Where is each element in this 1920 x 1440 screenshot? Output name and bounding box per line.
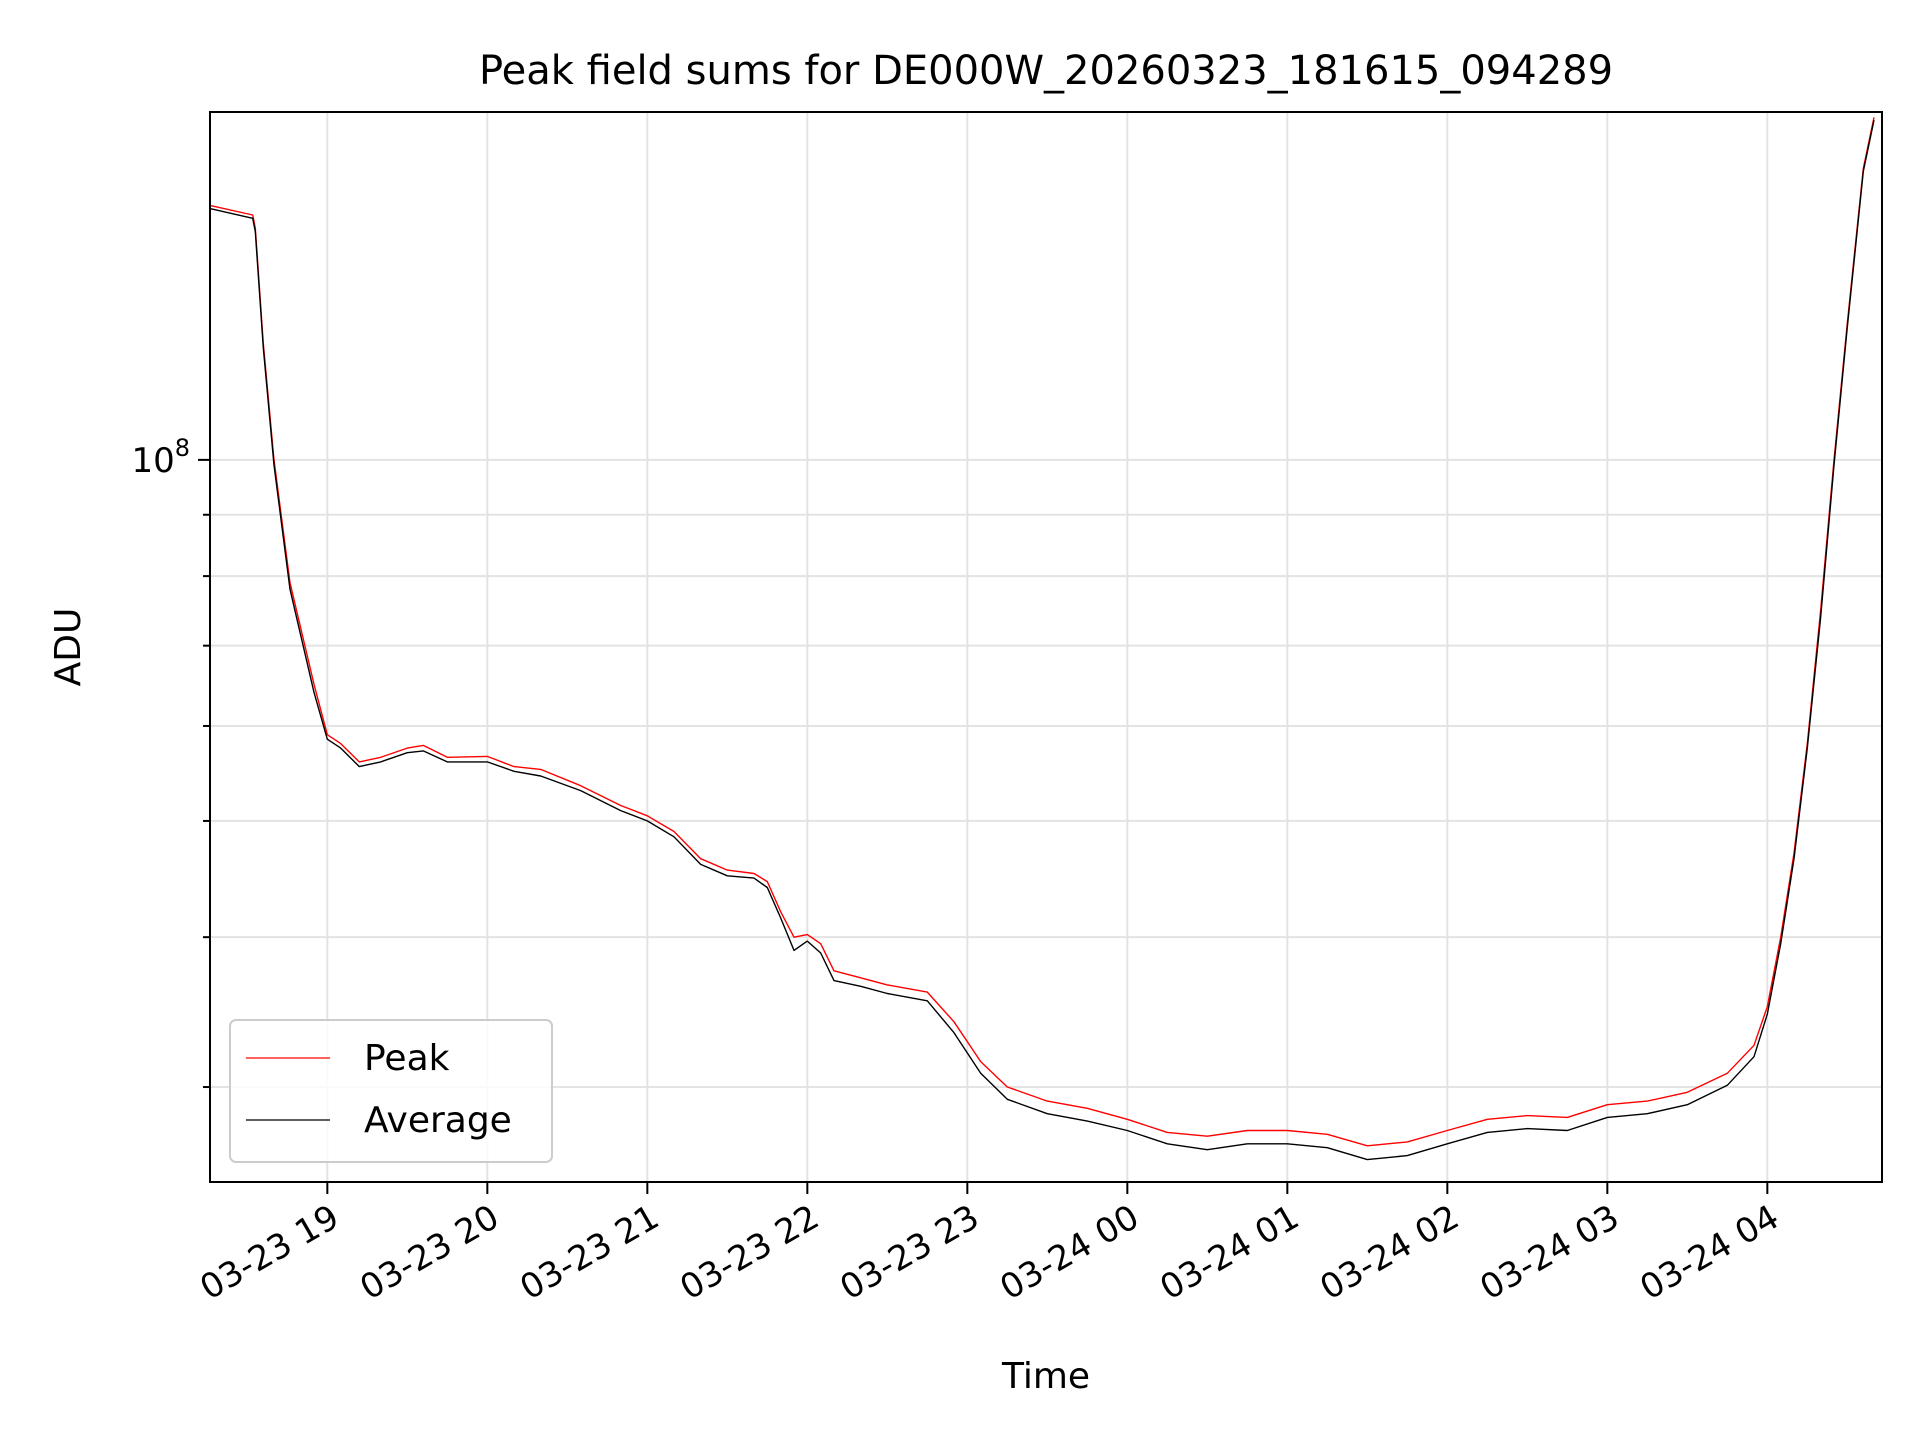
chart-title: Peak field sums for DE000W_20260323_1816… — [479, 48, 1613, 94]
y-tick-label-base: 10 — [131, 441, 174, 481]
series-line-peak — [209, 117, 1875, 1147]
series-layer — [209, 117, 1875, 1161]
legend-label-peak: Peak — [364, 1038, 450, 1079]
y-tick-label-exponent: 8 — [175, 434, 190, 462]
grid — [210, 112, 1882, 1182]
x-axis-label: Time — [1001, 1356, 1090, 1397]
legend-label-average: Average — [364, 1100, 512, 1141]
plot-frame — [209, 111, 1883, 1183]
y-axis-label: ADU — [48, 608, 89, 687]
y-tick-label: 108 — [131, 434, 190, 481]
legend-box — [229, 1019, 553, 1163]
legend: Peak Average — [229, 1019, 553, 1163]
series-line-average — [209, 119, 1875, 1161]
y-axis-ticks: 108 — [131, 434, 210, 1089]
